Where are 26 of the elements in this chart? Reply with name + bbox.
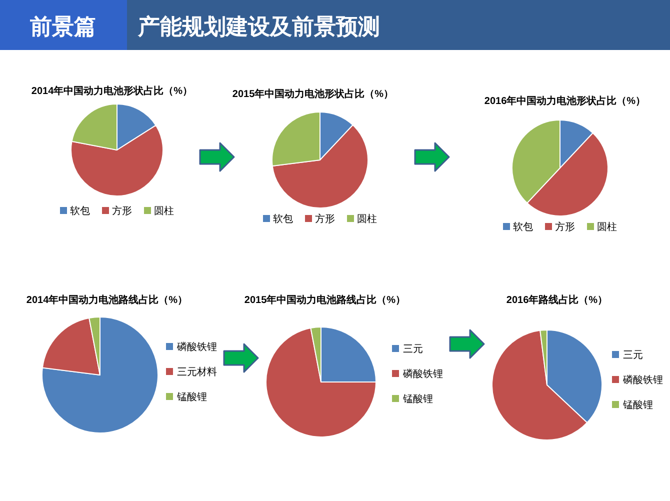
legend-label: 三元 bbox=[403, 344, 423, 355]
legend-label: 方形 bbox=[555, 221, 575, 233]
text: 产能规划建设及前景预测 bbox=[137, 14, 380, 39]
legend-label: 锰酸锂 bbox=[402, 393, 433, 405]
legend-label: 锰酸锂 bbox=[622, 399, 653, 411]
legend-label: 方形 bbox=[112, 205, 132, 217]
chart-title: 2016年中国动力电池形状占比（%） bbox=[484, 95, 646, 107]
chart-title: 2015年中国动力电池形状占比（%） bbox=[232, 88, 394, 100]
legend-label: 软包 bbox=[70, 205, 90, 217]
chart-title: 2014年中国动力电池路线占比（%） bbox=[26, 294, 188, 306]
legend-label: 圆柱 bbox=[357, 213, 377, 225]
chart-title: 2014年中国动力电池形状占比（%） bbox=[31, 85, 193, 97]
legend-label: 方形 bbox=[315, 213, 335, 225]
legend-label: 磷酸铁锂 bbox=[176, 341, 217, 353]
legend-label: 圆柱 bbox=[597, 221, 617, 233]
legend-label: 三元 bbox=[623, 350, 643, 361]
legend-label: 磷酸铁锂 bbox=[622, 374, 663, 386]
legend-label: 软包 bbox=[273, 213, 293, 225]
text: 前景篇 bbox=[29, 14, 96, 39]
legend-label: 圆柱 bbox=[154, 205, 174, 217]
chart-title: 2016年路线占比（%） bbox=[506, 294, 608, 306]
legend-label: 磷酸铁锂 bbox=[402, 368, 443, 380]
legend-label: 锰酸锂 bbox=[176, 391, 207, 403]
legend-label: 三元材料 bbox=[177, 366, 217, 378]
legend-label: 软包 bbox=[513, 221, 533, 233]
chart-title: 2015年中国动力电池路线占比（%） bbox=[244, 294, 406, 306]
